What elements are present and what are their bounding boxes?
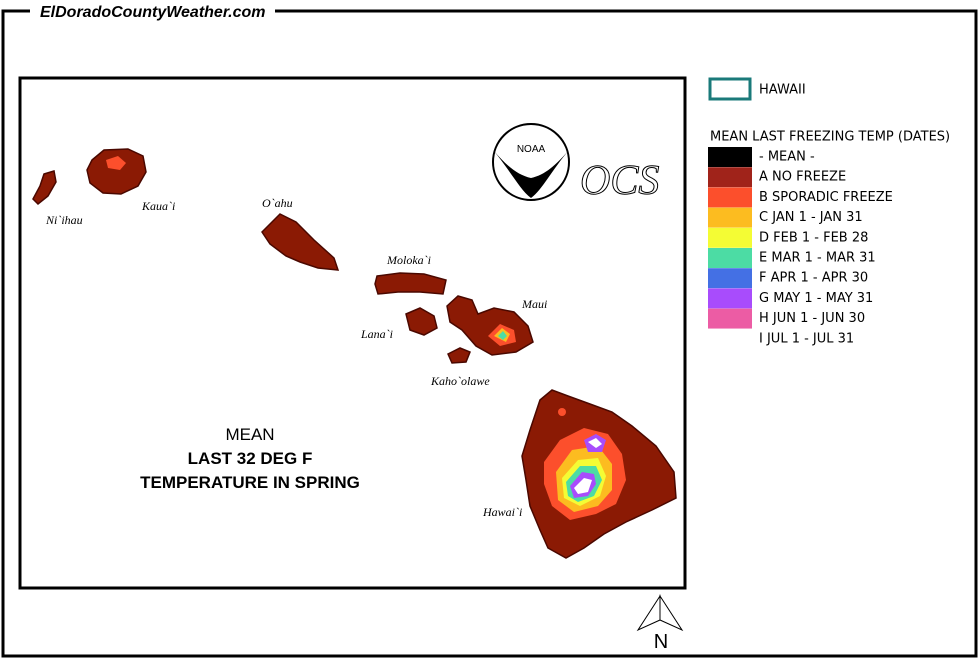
island-niihau (32, 170, 57, 206)
islands (32, 148, 677, 559)
legend-swatch (708, 328, 752, 349)
island-label: O`ahu (262, 196, 293, 210)
kauai-sporadic (106, 156, 126, 170)
island-label: Kaua`i (141, 199, 175, 213)
maui-mar (498, 331, 507, 340)
noaa-text: NOAA (517, 144, 546, 155)
hawaii-spot (558, 408, 566, 416)
caption-line: MEAN (225, 425, 274, 444)
region-label: HAWAII (759, 83, 806, 98)
site-title: ElDoradoCountyWeather.com (40, 4, 266, 21)
legend-label: D FEB 1 - FEB 28 (759, 230, 868, 245)
legend-swatch (708, 147, 752, 167)
legend-swatch (708, 207, 752, 228)
legend-label: - MEAN - (759, 150, 815, 165)
region-swatch (708, 77, 752, 101)
island-molokai (374, 272, 447, 295)
island-label: Kaho`olawe (430, 374, 490, 388)
island-lanai (405, 307, 438, 336)
legend-swatch (708, 227, 752, 248)
legend-swatch (708, 288, 752, 309)
noaa-circle (492, 123, 570, 201)
outer-frame (1, 9, 978, 658)
legend-swatch (708, 187, 752, 208)
legend-swatch (708, 308, 752, 329)
island-oahu (261, 213, 340, 271)
legend-label: C JAN 1 - JAN 31 (759, 210, 863, 225)
legend-title: MEAN LAST FREEZING TEMP (DATES) (710, 130, 950, 145)
title-backdrop (30, 0, 275, 22)
noaa-logo: NOAA (492, 123, 570, 201)
legend-label: B SPORADIC FREEZE (759, 190, 893, 205)
legend-swatch (708, 268, 752, 289)
caption-line: TEMPERATURE IN SPRING (140, 473, 360, 492)
island-label: Ni`ihau (45, 213, 83, 227)
island-label: Lana`i (360, 327, 393, 341)
legend-label: F APR 1 - APR 30 (759, 271, 868, 286)
legend-label: A NO FREEZE (759, 170, 846, 185)
legend-label: H JUN 1 - JUN 30 (759, 311, 865, 326)
island-label: Maui (521, 297, 547, 311)
island-label: Hawai`i (482, 505, 522, 519)
hawaii-jul (574, 478, 592, 494)
legend-label: E MAR 1 - MAR 31 (759, 251, 876, 266)
caption-line: LAST 32 DEG F (188, 449, 313, 468)
legend-items: - MEAN - A NO FREEZE B SPORADIC FREEZE C JA… (708, 147, 893, 349)
compass-left (636, 594, 661, 632)
compass-right (659, 594, 684, 632)
legend-label: G MAY 1 - MAY 31 (759, 291, 873, 306)
compass-label: N (654, 631, 668, 653)
noaa-bird (493, 150, 569, 198)
legend-label: I JUL 1 - JUL 31 (759, 331, 854, 346)
island-label: Moloka`i (386, 253, 431, 267)
compass: N (636, 594, 684, 653)
island-kahoolawe (447, 347, 471, 364)
legend-swatch (708, 167, 752, 188)
island-kauai (86, 148, 147, 195)
legend-swatch (708, 248, 752, 268)
hawaii-mk-jul (588, 438, 602, 448)
ocs-logo: OCS (580, 158, 659, 204)
